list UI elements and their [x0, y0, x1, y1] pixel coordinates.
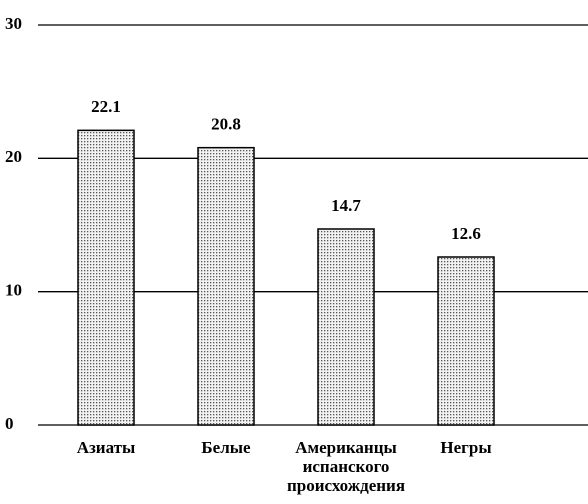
y-tick-label: 20: [5, 147, 22, 166]
x-tick-label: Американцы испанского происхождения: [287, 438, 405, 495]
x-tick-label: Белые: [201, 438, 251, 457]
bar: [197, 146, 255, 426]
y-tick-label: 0: [5, 414, 14, 433]
value-label: 14.7: [331, 196, 361, 215]
value-label: 12.6: [451, 224, 481, 243]
bar: [437, 256, 495, 426]
value-label: 20.8: [211, 115, 241, 134]
x-tick-label: Негры: [440, 438, 491, 457]
x-tick-label: Азиаты: [77, 438, 136, 457]
y-tick-label: 10: [5, 281, 22, 300]
y-tick-label: 30: [5, 14, 22, 33]
value-label: 22.1: [91, 97, 121, 116]
bar: [77, 129, 135, 426]
bar: [317, 228, 375, 426]
